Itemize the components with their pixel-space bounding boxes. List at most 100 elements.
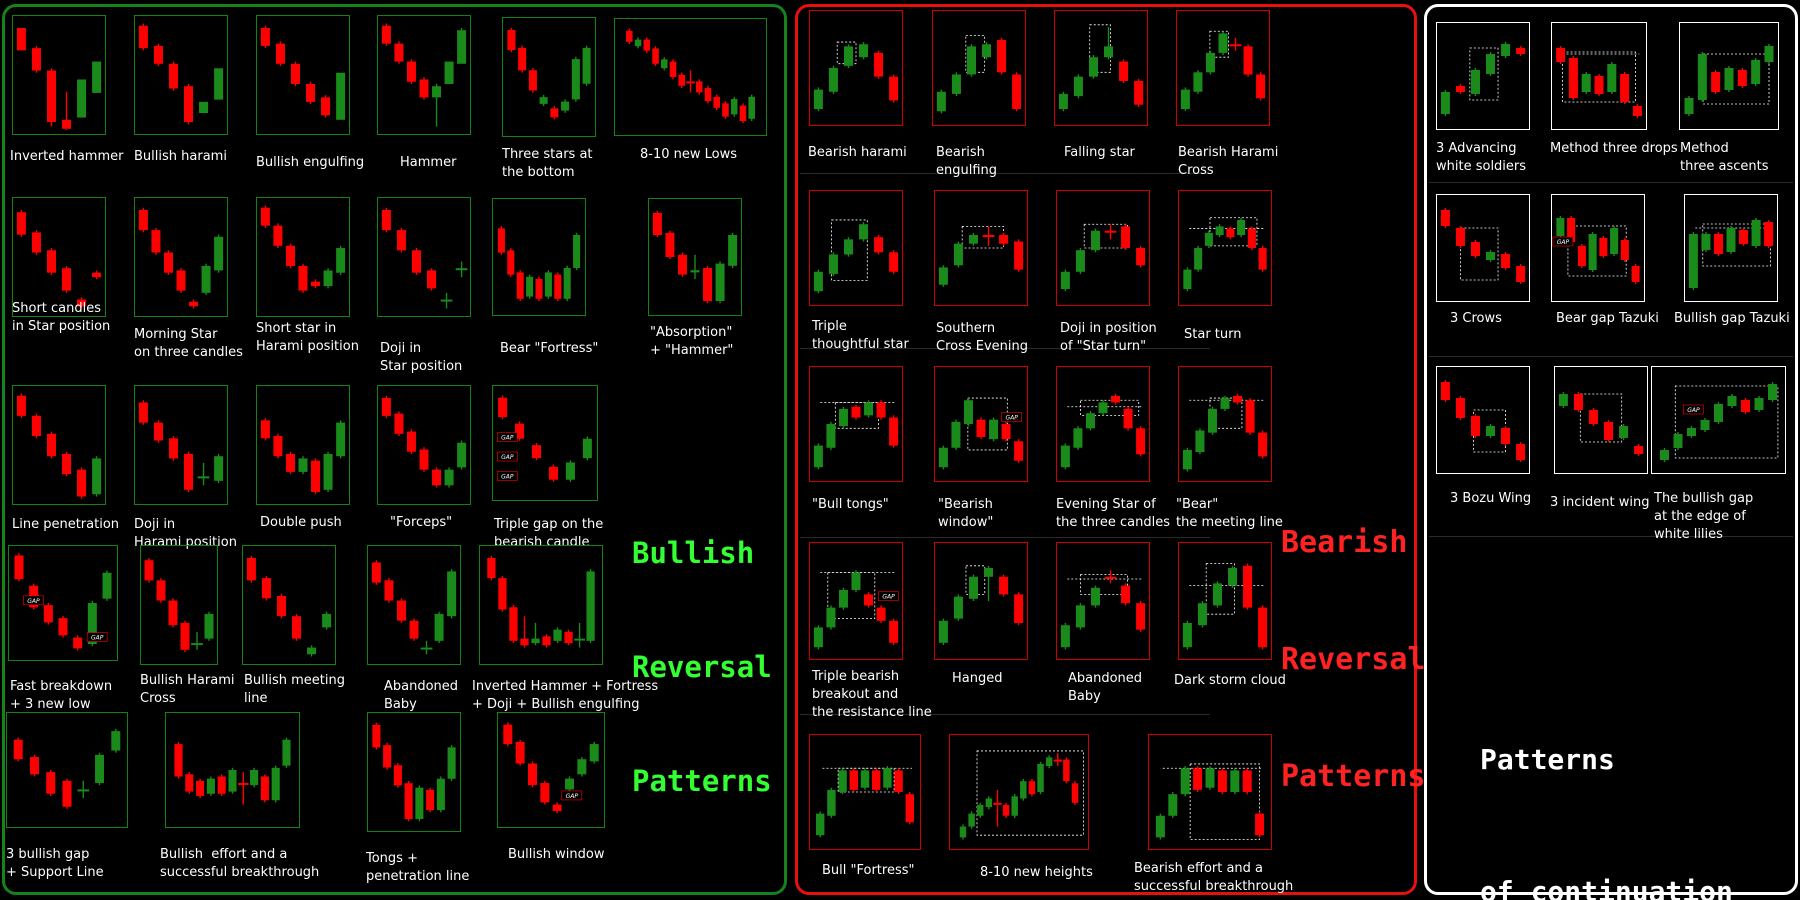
bullish-candle xyxy=(582,47,591,84)
bearish-candle xyxy=(1631,266,1640,282)
bearish-candle xyxy=(889,76,899,101)
candlestick-chart xyxy=(1556,46,1642,118)
bullish-candle xyxy=(87,603,97,645)
pattern-zone-box xyxy=(827,571,876,620)
bullish-candle xyxy=(1193,72,1203,92)
bearish-candle xyxy=(1071,783,1079,803)
candlestick-chart xyxy=(381,207,468,309)
bearish-candle xyxy=(997,39,1007,73)
continuation-section xyxy=(1424,4,1798,895)
bullish-section xyxy=(2,4,787,895)
bearish-candle xyxy=(31,232,41,253)
bearish-candle xyxy=(889,252,899,272)
bullish-candle xyxy=(959,826,967,838)
pattern-label: Double push xyxy=(260,515,342,530)
bullish-candle xyxy=(968,235,978,244)
candlestick-chart xyxy=(938,226,1024,287)
pattern-label: Hammer xyxy=(400,155,457,170)
bearish-candle xyxy=(419,79,429,98)
bearish-candle xyxy=(292,616,302,639)
pattern-zone-box xyxy=(976,750,1084,836)
pattern-label: Bullish gap Tazuki xyxy=(1674,311,1790,326)
bearish-candle xyxy=(1243,565,1253,608)
bearish-candle xyxy=(564,631,573,644)
bullish-candle xyxy=(1155,815,1165,838)
bearish-candle xyxy=(174,744,183,777)
pattern-label: 3 Advancing white soldiers xyxy=(1436,141,1527,174)
bullish-candle xyxy=(526,276,534,297)
candlestick-chart xyxy=(144,557,214,653)
candlestick-chart xyxy=(16,27,102,130)
bullish-candle xyxy=(748,96,755,119)
gap-label: GAP xyxy=(882,594,895,601)
pattern-label: Bear gap Tazuki xyxy=(1556,311,1659,326)
bullish-candle xyxy=(455,268,468,271)
bullish-candle xyxy=(420,647,433,650)
pattern-label: Bullish window xyxy=(508,847,605,862)
bearish-candle xyxy=(29,757,39,775)
bearish-candle xyxy=(168,63,178,89)
bearish-candle xyxy=(1134,80,1144,105)
bearish-candle xyxy=(404,783,413,820)
pattern-frame xyxy=(1178,190,1272,306)
bearish-candle xyxy=(1711,72,1721,92)
bullish-candle xyxy=(813,89,823,110)
bearish-candle xyxy=(905,794,914,823)
bullish-candle xyxy=(977,804,984,816)
bullish-candle xyxy=(1090,230,1100,251)
bearish-candle xyxy=(652,48,659,64)
candlestick-chart xyxy=(813,400,899,470)
candlestick-chart: GAP xyxy=(938,397,1024,470)
bullish-candle xyxy=(968,576,978,599)
candlestick-chart xyxy=(938,565,1024,645)
candlestick-chart xyxy=(1440,380,1526,462)
bearish-candle xyxy=(548,466,558,480)
pattern-frame xyxy=(1176,10,1270,126)
bearish-candle xyxy=(872,770,881,790)
pattern-frame xyxy=(492,198,586,316)
pattern-frame xyxy=(934,190,1028,306)
pattern-frame xyxy=(1436,366,1530,474)
bearish-row-divider xyxy=(800,173,1210,174)
pattern-label: Doji in Harami position xyxy=(134,517,237,550)
bearish-candle xyxy=(1516,266,1526,282)
bearish-candle xyxy=(168,600,178,626)
bearish-candle xyxy=(1588,410,1598,424)
pattern-label: "Forceps" xyxy=(390,515,453,530)
bullish-candle xyxy=(1486,426,1496,436)
candlestick-chart xyxy=(1182,393,1268,472)
gap-marker xyxy=(1001,412,1022,422)
bullish-candle xyxy=(843,46,853,66)
pattern-frame xyxy=(502,17,596,137)
bullish-candle xyxy=(92,61,102,93)
candlestick-chart xyxy=(138,207,224,309)
pattern-frame xyxy=(1551,22,1647,130)
pattern-frame xyxy=(256,197,350,317)
pattern-frame xyxy=(1056,542,1150,660)
bearish-candle xyxy=(383,745,392,768)
bearish-candle xyxy=(1573,394,1583,410)
bearish-candle xyxy=(46,70,56,123)
pattern-label: 3 Crows xyxy=(1450,311,1502,326)
candlestick-chart xyxy=(1060,393,1146,470)
bearish-candle xyxy=(1028,781,1036,795)
pattern-label: Bearish effort and a successful breakthr… xyxy=(1134,861,1294,894)
bearish-candle xyxy=(520,638,529,646)
candlestick-chart: GAP xyxy=(503,722,599,814)
bullish-candle xyxy=(336,248,346,273)
bullish-candle xyxy=(938,447,948,468)
candlestick-chart xyxy=(813,219,899,294)
candlestick-chart xyxy=(959,750,1084,840)
bearish-candle xyxy=(686,81,695,84)
bearish-candle xyxy=(669,61,677,77)
pattern-frame xyxy=(1684,194,1778,302)
bearish-candle xyxy=(1440,382,1450,400)
bullish-candle xyxy=(838,590,848,608)
bearish-candle xyxy=(1620,74,1630,102)
bullish-candle xyxy=(813,445,823,468)
bearish-candle xyxy=(1002,804,1010,816)
bullish-candle xyxy=(561,101,570,111)
bearish-candle xyxy=(1255,813,1265,836)
bearish-candle xyxy=(739,105,747,121)
title-line: Patterns xyxy=(1480,743,1615,776)
